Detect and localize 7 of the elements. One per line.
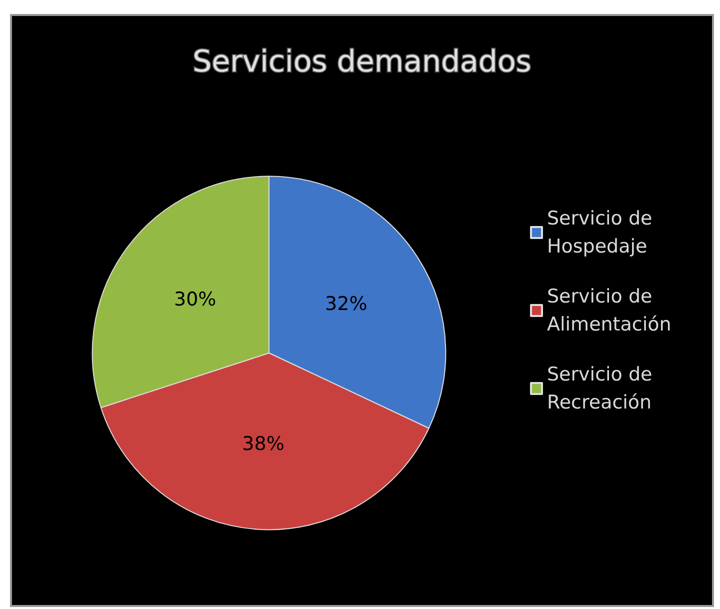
chart-title: Servicios demandados — [192, 44, 532, 80]
data-label: 30% — [174, 288, 216, 310]
legend-label: Servicio de Hospedaje — [547, 208, 658, 258]
legend-label: Servicio de Recreación — [547, 364, 658, 414]
legend-label: Servicio de Alimentación — [547, 286, 672, 336]
data-label: 38% — [242, 433, 284, 456]
data-label: 32% — [325, 293, 368, 316]
